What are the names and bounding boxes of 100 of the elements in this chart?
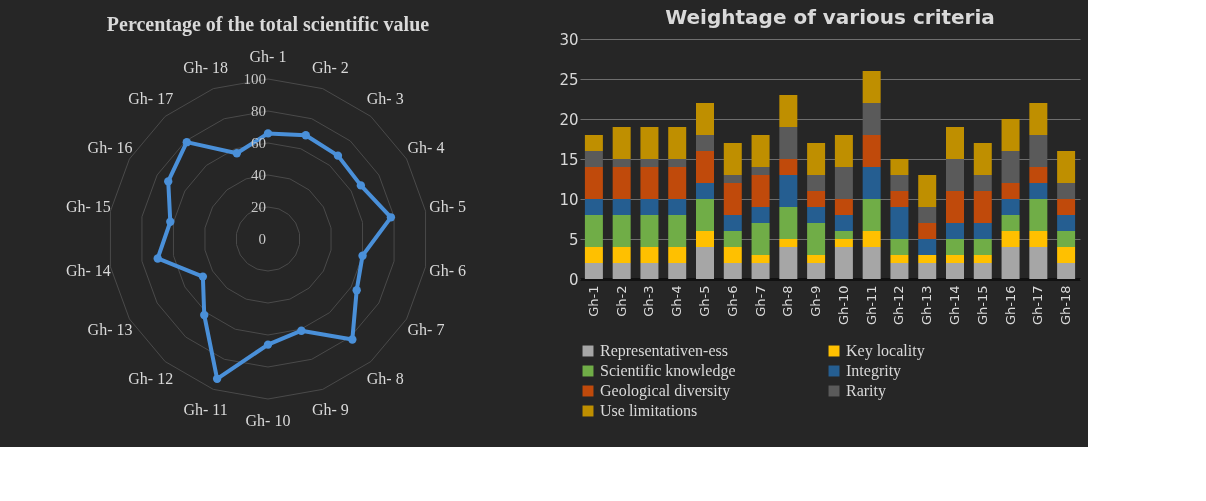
bar [1029, 199, 1048, 231]
y-tick-label: 20 [559, 110, 579, 129]
bar [862, 231, 881, 247]
spoke-label: Gh- 14 [65, 261, 111, 279]
bar [1057, 231, 1076, 247]
bar [779, 207, 798, 239]
bar [1057, 263, 1076, 279]
bar [1029, 103, 1048, 135]
bar [973, 175, 992, 191]
bar [696, 183, 714, 199]
bar [807, 207, 826, 223]
x-tick-label: Gh-7 [752, 285, 768, 317]
spoke-label: Gh- 6 [429, 261, 467, 279]
x-tick-label: Gh-1 [585, 285, 601, 317]
bar [668, 127, 687, 159]
bar [779, 239, 798, 247]
chart-title: Weightage of various criteria [665, 5, 995, 29]
spoke-label: Gh- 18 [183, 58, 229, 76]
x-tick-label: Gh-13 [919, 285, 935, 326]
bar [918, 175, 937, 207]
bar [918, 239, 937, 255]
bar [1001, 247, 1020, 279]
bar [807, 175, 826, 191]
bar [779, 159, 798, 175]
x-tick-label: Gh-14 [947, 285, 962, 326]
legend-label: Representativen-ess [600, 342, 728, 360]
bar [668, 159, 687, 167]
x-tick-label: Gh-4 [669, 285, 685, 317]
y-tick-label: 0 [568, 270, 579, 289]
bar [612, 215, 631, 247]
bar [751, 255, 770, 263]
bar [723, 183, 742, 215]
bar [640, 127, 659, 159]
bar [1001, 215, 1020, 231]
bar [890, 175, 909, 191]
legend-label: Rarity [846, 382, 886, 400]
spoke-label: Gh- 4 [407, 138, 445, 156]
bar [918, 207, 937, 223]
bar [584, 199, 603, 215]
bar [1057, 151, 1076, 183]
bar [779, 127, 798, 159]
bar [890, 255, 909, 263]
bar [890, 239, 909, 255]
bar [973, 263, 992, 279]
bar [973, 143, 992, 175]
spoke-label: Gh- 5 [429, 198, 467, 216]
bar [612, 159, 631, 167]
bar [723, 175, 742, 183]
bar [640, 167, 659, 199]
bar [751, 167, 770, 175]
bar [807, 191, 826, 207]
bar [918, 263, 937, 279]
y-tick-label: 0 [258, 231, 266, 247]
spoke-label: Gh- 17 [128, 90, 174, 108]
spoke-label: Gh- 3 [366, 90, 404, 108]
bar [946, 159, 964, 191]
legend-label: Geological diversity [600, 382, 731, 400]
bar [1029, 183, 1048, 199]
bar [1057, 183, 1076, 199]
x-tick-label: Gh-16 [1002, 285, 1018, 326]
bar [668, 263, 687, 279]
bar [723, 247, 742, 263]
bar [918, 223, 937, 239]
bar [584, 247, 603, 263]
spoke-label: Gh- 1 [249, 47, 287, 65]
bar [640, 215, 659, 247]
bar [946, 223, 964, 239]
bar [973, 191, 992, 223]
bar [946, 239, 964, 255]
bar [834, 231, 853, 239]
x-tick-label: Gh-18 [1058, 285, 1074, 326]
bar [612, 247, 631, 263]
bar [1029, 135, 1048, 167]
bar [640, 199, 659, 215]
x-tick-label: Gh-6 [724, 285, 740, 317]
bar [834, 247, 853, 279]
chart-title: Percentage of the total scientific value [106, 13, 430, 36]
bar [640, 159, 659, 167]
bar [1001, 119, 1020, 151]
y-tick-label: 20 [251, 199, 266, 215]
bar [946, 191, 964, 223]
bar [973, 255, 992, 263]
spoke-label: Gh- 13 [87, 321, 133, 339]
bar [1001, 151, 1020, 183]
spoke-label: Gh- 12 [128, 369, 174, 387]
bar [834, 199, 853, 215]
bar [696, 151, 714, 183]
bar [751, 263, 770, 279]
bar [1057, 199, 1076, 215]
bar [890, 263, 909, 279]
y-tick-label: 100 [243, 71, 266, 87]
bar [779, 95, 798, 127]
bar [696, 199, 714, 231]
spoke-label: Gh- 2 [311, 58, 349, 76]
x-tick-label: Gh-5 [697, 285, 712, 317]
bar [640, 263, 659, 279]
bar [862, 247, 881, 279]
spoke-label: Gh- 15 [65, 198, 111, 216]
bar [890, 191, 909, 207]
spoke-label: Gh- 8 [366, 369, 404, 387]
